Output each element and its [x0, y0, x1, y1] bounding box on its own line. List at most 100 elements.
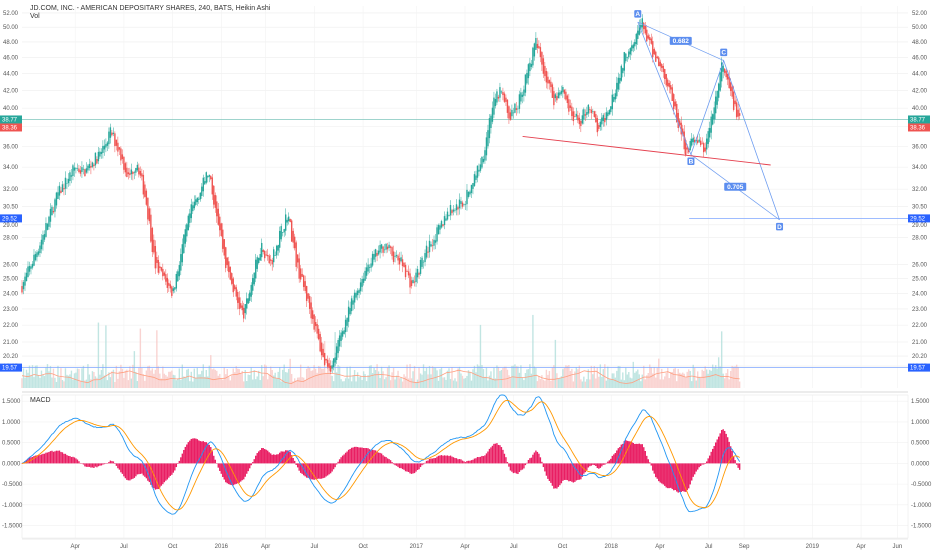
volume-bar [162, 366, 164, 388]
macd-histogram-bar [400, 463, 402, 469]
price-tick-right: 23.00 [912, 307, 928, 313]
price-tag-box [908, 123, 930, 132]
candle [244, 303, 246, 320]
volume-bar [497, 366, 500, 388]
candle [60, 186, 62, 194]
candle-body [67, 178, 70, 184]
candle-body [374, 249, 377, 257]
candle [81, 161, 83, 178]
candle [713, 101, 715, 124]
volume-bar [569, 370, 572, 388]
volume-bar [322, 368, 324, 388]
volume-bar [469, 372, 471, 388]
candle-body [484, 150, 486, 161]
candle [524, 74, 527, 97]
candle-body [75, 168, 77, 170]
candle [574, 111, 576, 118]
macd-histogram-bar [127, 463, 130, 481]
volume-bar [235, 366, 237, 388]
volume-bar [126, 369, 128, 388]
macd-histogram-bar [223, 463, 225, 480]
candle-body [353, 292, 356, 303]
candle [536, 37, 539, 54]
macd-histogram-bar [244, 463, 246, 477]
candle-body [620, 65, 622, 81]
macd-histogram-bar [290, 455, 293, 464]
volume-bar [210, 355, 212, 388]
candle-body [613, 97, 615, 102]
candle-body [93, 164, 95, 167]
time-tick: Apr [261, 544, 270, 550]
candle-body [61, 184, 64, 192]
macd-histogram-bar [298, 463, 300, 471]
volume-bar [168, 371, 170, 388]
macd-histogram-bar [114, 463, 116, 464]
candle-body [57, 192, 59, 199]
volume-bar [496, 365, 498, 388]
macd-histogram-bar [184, 446, 187, 464]
volume-bar [472, 369, 474, 388]
candle [407, 265, 410, 278]
candle-body [166, 277, 169, 288]
macd-histogram-bar [264, 449, 266, 464]
price-axis-left[interactable]: 52.0050.0048.0046.0044.0042.0040.0038.00… [3, 11, 19, 370]
macd-histogram-bar [344, 452, 347, 464]
volume-bar [57, 365, 59, 388]
candle [413, 275, 416, 287]
volume-bar [403, 374, 405, 388]
macd-histogram-bar [449, 455, 452, 464]
volume-bar [199, 374, 201, 388]
candle [289, 218, 291, 223]
macd-histogram-bar [367, 448, 369, 464]
candle-body [337, 340, 339, 354]
macd-histogram-bar [658, 463, 660, 482]
time-tick: Jul [510, 544, 518, 550]
macd-histogram-bar [190, 438, 193, 464]
macd-histogram-bar [196, 439, 198, 464]
volume-bar [422, 364, 425, 388]
candle-body [138, 167, 140, 175]
candle [601, 112, 603, 131]
candlestick-series[interactable] [21, 14, 741, 375]
macd-histogram-bar [656, 463, 658, 479]
volume-bar [180, 379, 182, 388]
volume-bar [732, 366, 735, 388]
candle [335, 343, 338, 364]
macd-histogram-bar [394, 463, 396, 466]
candle [608, 109, 611, 116]
macd-histogram-bar [668, 463, 670, 489]
volume-bar [490, 371, 492, 388]
candle [665, 73, 667, 88]
volume-bar [446, 370, 449, 388]
volume-bar [467, 370, 470, 388]
macd-histogram-bar [683, 463, 685, 492]
candle-body [700, 140, 702, 146]
volume-bar [473, 365, 476, 388]
macd-histogram-bar [117, 463, 119, 469]
pattern-point-box [776, 222, 784, 231]
volume-bar [296, 377, 299, 388]
candle [172, 285, 175, 294]
candle [722, 63, 724, 79]
candle [232, 276, 234, 297]
time-axis[interactable]: Apr Jul Oct 2016 Apr Jul Oct 2017 Apr Jul Oct 2018 A… [22, 538, 908, 550]
volume-bar [79, 380, 82, 388]
volume-bar [278, 366, 281, 388]
candle-body [229, 266, 231, 280]
macd-histogram-bar [455, 458, 458, 464]
candle-body [655, 51, 657, 62]
volume-bar [249, 374, 251, 388]
volume-bar [572, 381, 575, 388]
candle-body [720, 62, 723, 82]
macd-histogram-bar [419, 463, 422, 468]
candle [448, 214, 450, 217]
volume-bar [448, 368, 450, 388]
price-tick-right: 22.00 [912, 323, 928, 329]
candle [326, 355, 329, 369]
volume-bar [392, 367, 395, 388]
candle [78, 165, 80, 174]
time-tick: Jul [120, 544, 128, 550]
candle-body [644, 25, 646, 34]
macd-histogram-bar [284, 450, 287, 464]
